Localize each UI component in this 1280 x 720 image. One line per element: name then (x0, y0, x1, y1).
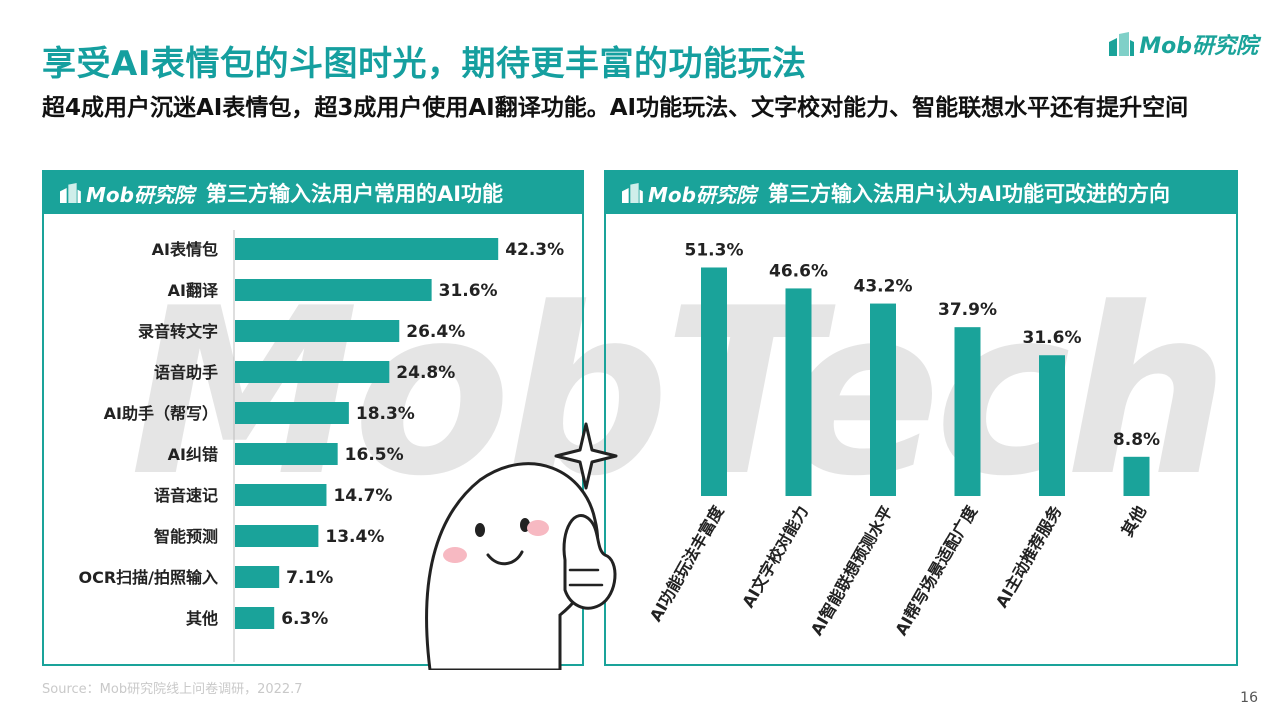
hbar-value-label: 6.3% (281, 609, 328, 629)
vbar-category-label: AI主动推荐服务 (992, 502, 1066, 611)
right-header-brand: Mob研究院 (620, 179, 756, 208)
vbar-bar (870, 303, 896, 496)
hbar-value-label: 14.7% (333, 486, 392, 506)
right-chart-title: 第三方输入法用户认为AI功能可改进的方向 (767, 182, 1171, 206)
hbar-bar (235, 402, 349, 424)
vbar-value-label: 31.6% (1023, 328, 1082, 348)
page-number: 16 (1240, 690, 1258, 706)
hbar-value-label: 26.4% (406, 322, 465, 342)
hbar-bar (235, 238, 499, 260)
page-title: 享受AI表情包的斗图时光，期待更丰富的功能玩法 (42, 44, 807, 84)
vbar-value-label: 43.2% (854, 277, 913, 297)
page-subtitle: 超4成用户沉迷AI表情包，超3成用户使用AI翻译功能。AI功能玩法、文字校对能力… (42, 95, 1189, 121)
hbar-category-label: 智能预测 (154, 527, 218, 546)
hbar-value-label: 42.3% (505, 240, 564, 260)
hbar-bar (235, 484, 327, 506)
source-note: Source：Mob研究院线上问卷调研，2022.7 (42, 682, 303, 697)
hbar-category-label: OCR扫描/拍照输入 (78, 568, 218, 587)
hbar-category-label: AI翻译 (168, 281, 219, 300)
brand-name: Mob研究院 (1139, 34, 1258, 59)
hbar-bar (235, 443, 338, 465)
vbar-category-label: AI智能联想预测水平 (807, 503, 897, 639)
vbar-category-label: AI帮写场景适配广度 (891, 502, 981, 639)
vbar-bar (954, 327, 981, 496)
hbar-bar (235, 320, 400, 342)
vbar-bar (701, 267, 727, 496)
vbar-category-label: 其他 (1118, 503, 1150, 540)
hbar-category-label: 语音助手 (154, 363, 218, 382)
hbar-bar (235, 607, 275, 629)
left-header-brand: Mob研究院 (58, 179, 194, 208)
vbar-value-label: 37.9% (938, 300, 997, 320)
vbar-bar (785, 288, 812, 496)
right-chart-panel: Mob研究院 第三方输入法用户认为AI功能可改进的方向 51.3% AI功能玩法丰… (604, 170, 1238, 666)
vbar-category-label: AI功能玩法丰富度 (646, 502, 728, 625)
right-panel-header: Mob研究院 第三方输入法用户认为AI功能可改进的方向 (606, 172, 1236, 214)
left-chart-panel: Mob研究院 第三方输入法用户常用的AI功能 AI表情包 42.3% AI翻译 31.… (42, 170, 584, 666)
hbar-category-label: AI助手（帮写） (104, 404, 218, 423)
hbar-category-label: 录音转文字 (138, 322, 218, 341)
hbar-category-label: 语音速记 (154, 486, 218, 505)
hbar-category-label: AI纠错 (168, 445, 218, 464)
hbar-value-label: 13.4% (325, 527, 384, 547)
vbar-bar (1123, 456, 1150, 496)
hbar-value-label: 24.8% (396, 363, 455, 383)
vbar-value-label: 51.3% (685, 240, 744, 260)
building-icon (622, 183, 643, 203)
building-icon (1109, 32, 1135, 56)
hbar-value-label: 7.1% (286, 568, 333, 588)
hbar-bar (235, 525, 319, 547)
left-header-brand-text: Mob研究院 (86, 182, 194, 207)
vbar-value-label: 46.6% (769, 261, 828, 281)
hbar-category-label: 其他 (186, 609, 218, 628)
hbar-bar (235, 361, 390, 383)
hbar-bar (235, 279, 432, 301)
hbar-value-label: 16.5% (345, 445, 404, 465)
vertical-bar-chart: 51.3% AI功能玩法丰富度 46.6% AI文字校对能力 43.2% AI智能联想预测… (646, 240, 1160, 639)
thumbs-up-mascot-illustration (425, 422, 618, 670)
hbar-value-label: 31.6% (439, 281, 498, 301)
hbar-bar (235, 566, 280, 588)
brand-logo: Mob研究院 (1107, 28, 1258, 60)
horizontal-bar-chart: AI表情包 42.3% AI翻译 31.6% 录音转文字 26.4% 语音助手 24.8% AI… (78, 230, 564, 662)
hbar-category-label: AI表情包 (152, 240, 218, 259)
vbar-bar (1039, 355, 1065, 496)
building-icon (60, 183, 81, 203)
left-panel-header: Mob研究院 第三方输入法用户常用的AI功能 (44, 172, 582, 214)
vbar-value-label: 8.8% (1113, 430, 1160, 450)
vbar-category-label: AI文字校对能力 (738, 503, 812, 612)
right-header-brand-text: Mob研究院 (648, 182, 756, 207)
left-chart-title: 第三方输入法用户常用的AI功能 (205, 182, 504, 206)
hbar-value-label: 18.3% (356, 404, 415, 424)
